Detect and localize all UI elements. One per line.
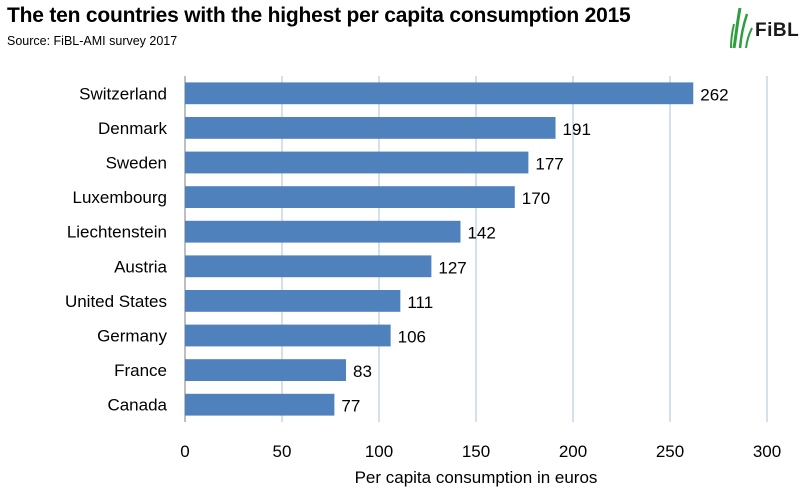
category-label: Switzerland xyxy=(79,84,167,103)
bar xyxy=(185,151,529,174)
x-tick-label: 50 xyxy=(273,442,292,461)
bar xyxy=(185,393,335,416)
category-label: Denmark xyxy=(98,119,167,138)
bar xyxy=(185,359,347,381)
x-tick-label: 100 xyxy=(365,442,393,461)
value-label: 191 xyxy=(563,120,591,139)
bar xyxy=(185,117,556,139)
x-tick-label: 200 xyxy=(559,442,587,461)
category-label: Sweden xyxy=(106,154,167,173)
value-label: 170 xyxy=(522,189,550,208)
x-tick-label: 150 xyxy=(462,442,490,461)
value-label: 83 xyxy=(353,362,372,381)
bar xyxy=(185,324,391,347)
category-label: United States xyxy=(65,292,167,311)
bars xyxy=(185,82,694,416)
chart-source: Source: FiBL-AMI survey 2017 xyxy=(7,34,178,48)
category-label: Austria xyxy=(114,257,167,276)
category-label: France xyxy=(114,361,167,380)
logo-text: FiBL xyxy=(755,20,800,41)
bar xyxy=(185,186,515,208)
fibl-logo: FiBL xyxy=(728,2,800,52)
value-label: 142 xyxy=(467,224,495,243)
labels: 0 50 100 150 200 250 300 Switzerland 262 Denmark 1… xyxy=(65,84,781,461)
value-label: 262 xyxy=(700,85,728,104)
chart-title: The ten countries with the highest per c… xyxy=(7,4,631,27)
value-label: 106 xyxy=(398,328,426,347)
fibl-leaf-icon xyxy=(730,7,753,49)
value-label: 111 xyxy=(407,293,433,312)
x-tick-label: 0 xyxy=(180,442,189,461)
category-label: Luxembourg xyxy=(72,188,167,207)
category-label: Canada xyxy=(107,396,167,415)
bar xyxy=(185,220,461,243)
category-label: Germany xyxy=(97,327,167,346)
bar xyxy=(185,290,401,312)
category-label: Liechtenstein xyxy=(67,223,167,242)
value-label: 177 xyxy=(535,155,563,174)
bar xyxy=(185,255,432,278)
x-axis-label: Per capita consumption in euros xyxy=(355,468,598,487)
x-tick-label: 300 xyxy=(753,442,781,461)
value-label: 127 xyxy=(438,258,466,277)
x-tick-label: 250 xyxy=(656,442,684,461)
bar xyxy=(185,82,694,105)
value-label: 77 xyxy=(341,397,360,416)
